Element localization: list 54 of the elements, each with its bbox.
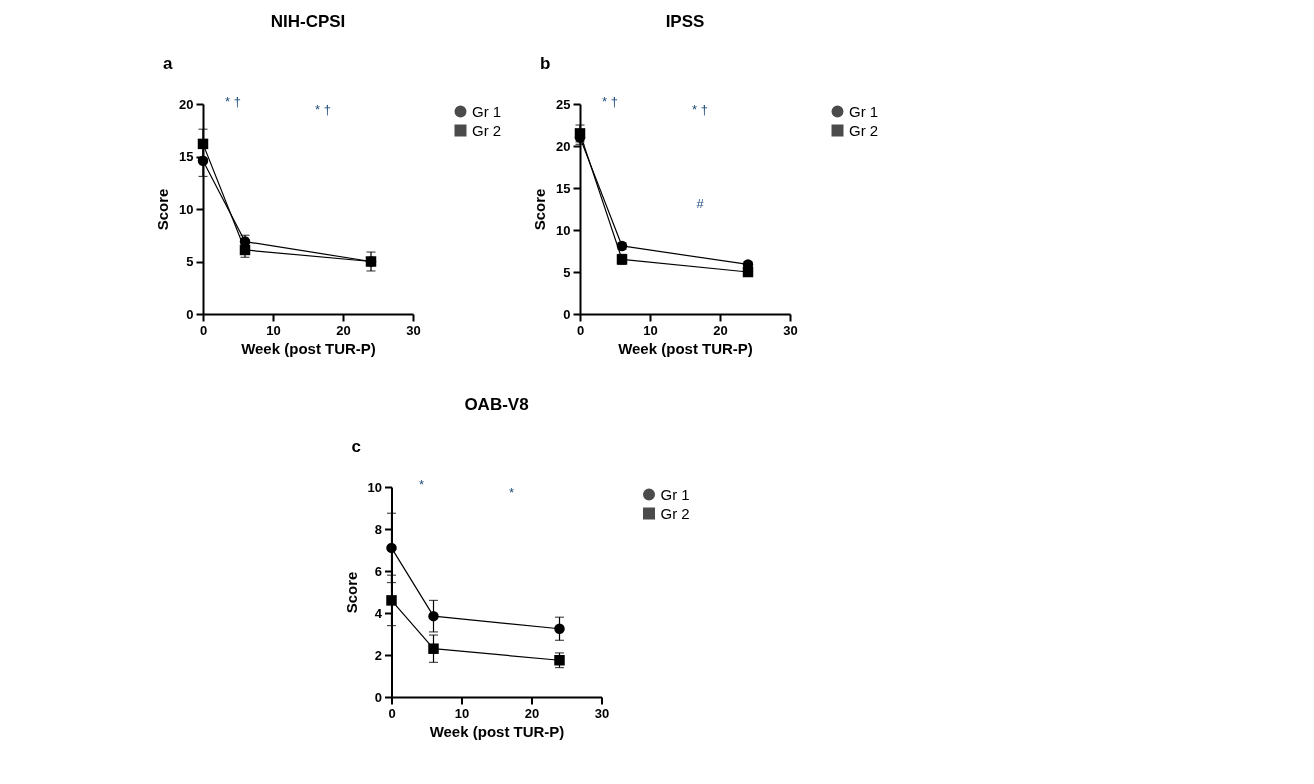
y-tick-label: 0 <box>563 306 571 322</box>
y-tick-label: 2 <box>374 647 382 663</box>
y-tick-label: 20 <box>556 138 571 154</box>
x-axis-title: Week (post TUR-P) <box>429 722 565 740</box>
y-tick-label: 4 <box>374 605 383 621</box>
annotation: * † <box>692 102 708 117</box>
y-tick-label: 10 <box>556 222 571 238</box>
y-axis-title: Score <box>531 188 549 231</box>
chart-title: IPSS <box>665 12 705 31</box>
x-tick-label: 20 <box>713 322 728 338</box>
annotation: * † <box>602 94 618 109</box>
y-axis-title: Score <box>342 571 360 614</box>
x-tick-label: 0 <box>388 705 396 721</box>
x-tick-label: 0 <box>576 322 585 338</box>
y-tick-label: 20 <box>179 96 194 112</box>
x-axis-title: Week (post TUR-P) <box>618 339 753 357</box>
text: b <box>540 54 551 73</box>
y-tick-label: 15 <box>556 180 571 196</box>
y-tick-label: 8 <box>374 521 382 537</box>
chart-title: OAB-V8 <box>464 395 529 414</box>
text: c <box>351 437 361 456</box>
legend-label: Gr 2 <box>660 504 690 522</box>
annotation: * <box>418 477 425 492</box>
x-tick-label: 10 <box>454 705 470 721</box>
annotation: * † <box>315 102 331 117</box>
y-tick-label: 5 <box>563 264 571 280</box>
legend-label: Gr 1 <box>660 485 690 503</box>
x-tick-label: 30 <box>594 705 610 721</box>
x-axis-title: Week (post TUR-P) <box>241 339 376 357</box>
x-tick-label: 20 <box>524 705 540 721</box>
annotation: * <box>508 485 515 500</box>
y-tick-label: 5 <box>186 254 194 269</box>
legend-label: Gr 2 <box>849 121 879 139</box>
annotation: * † <box>225 94 241 109</box>
legend-label: Gr 1 <box>849 102 879 120</box>
annotation: # <box>696 196 705 211</box>
x-tick-label: 10 <box>643 322 658 338</box>
text: a <box>163 54 173 73</box>
x-tick-label: 0 <box>199 322 208 338</box>
y-tick-label: 15 <box>179 149 194 164</box>
x-tick-label: 10 <box>266 322 281 338</box>
x-tick-label: 30 <box>783 322 798 338</box>
y-tick-label: 10 <box>179 201 194 217</box>
legend-label: Gr 2 <box>472 121 502 139</box>
x-tick-label: 20 <box>336 322 351 338</box>
x-tick-label: 30 <box>406 322 421 338</box>
y-tick-label: 10 <box>367 479 382 495</box>
chart-title: NIH-CPSI <box>270 12 346 31</box>
y-tick-label: 6 <box>374 563 382 579</box>
y-tick-label: 25 <box>556 96 571 112</box>
y-axis-title: Score <box>154 188 172 231</box>
y-tick-label: 0 <box>186 306 194 322</box>
legend-label: Gr 1 <box>472 102 502 120</box>
y-tick-label: 0 <box>374 689 382 705</box>
